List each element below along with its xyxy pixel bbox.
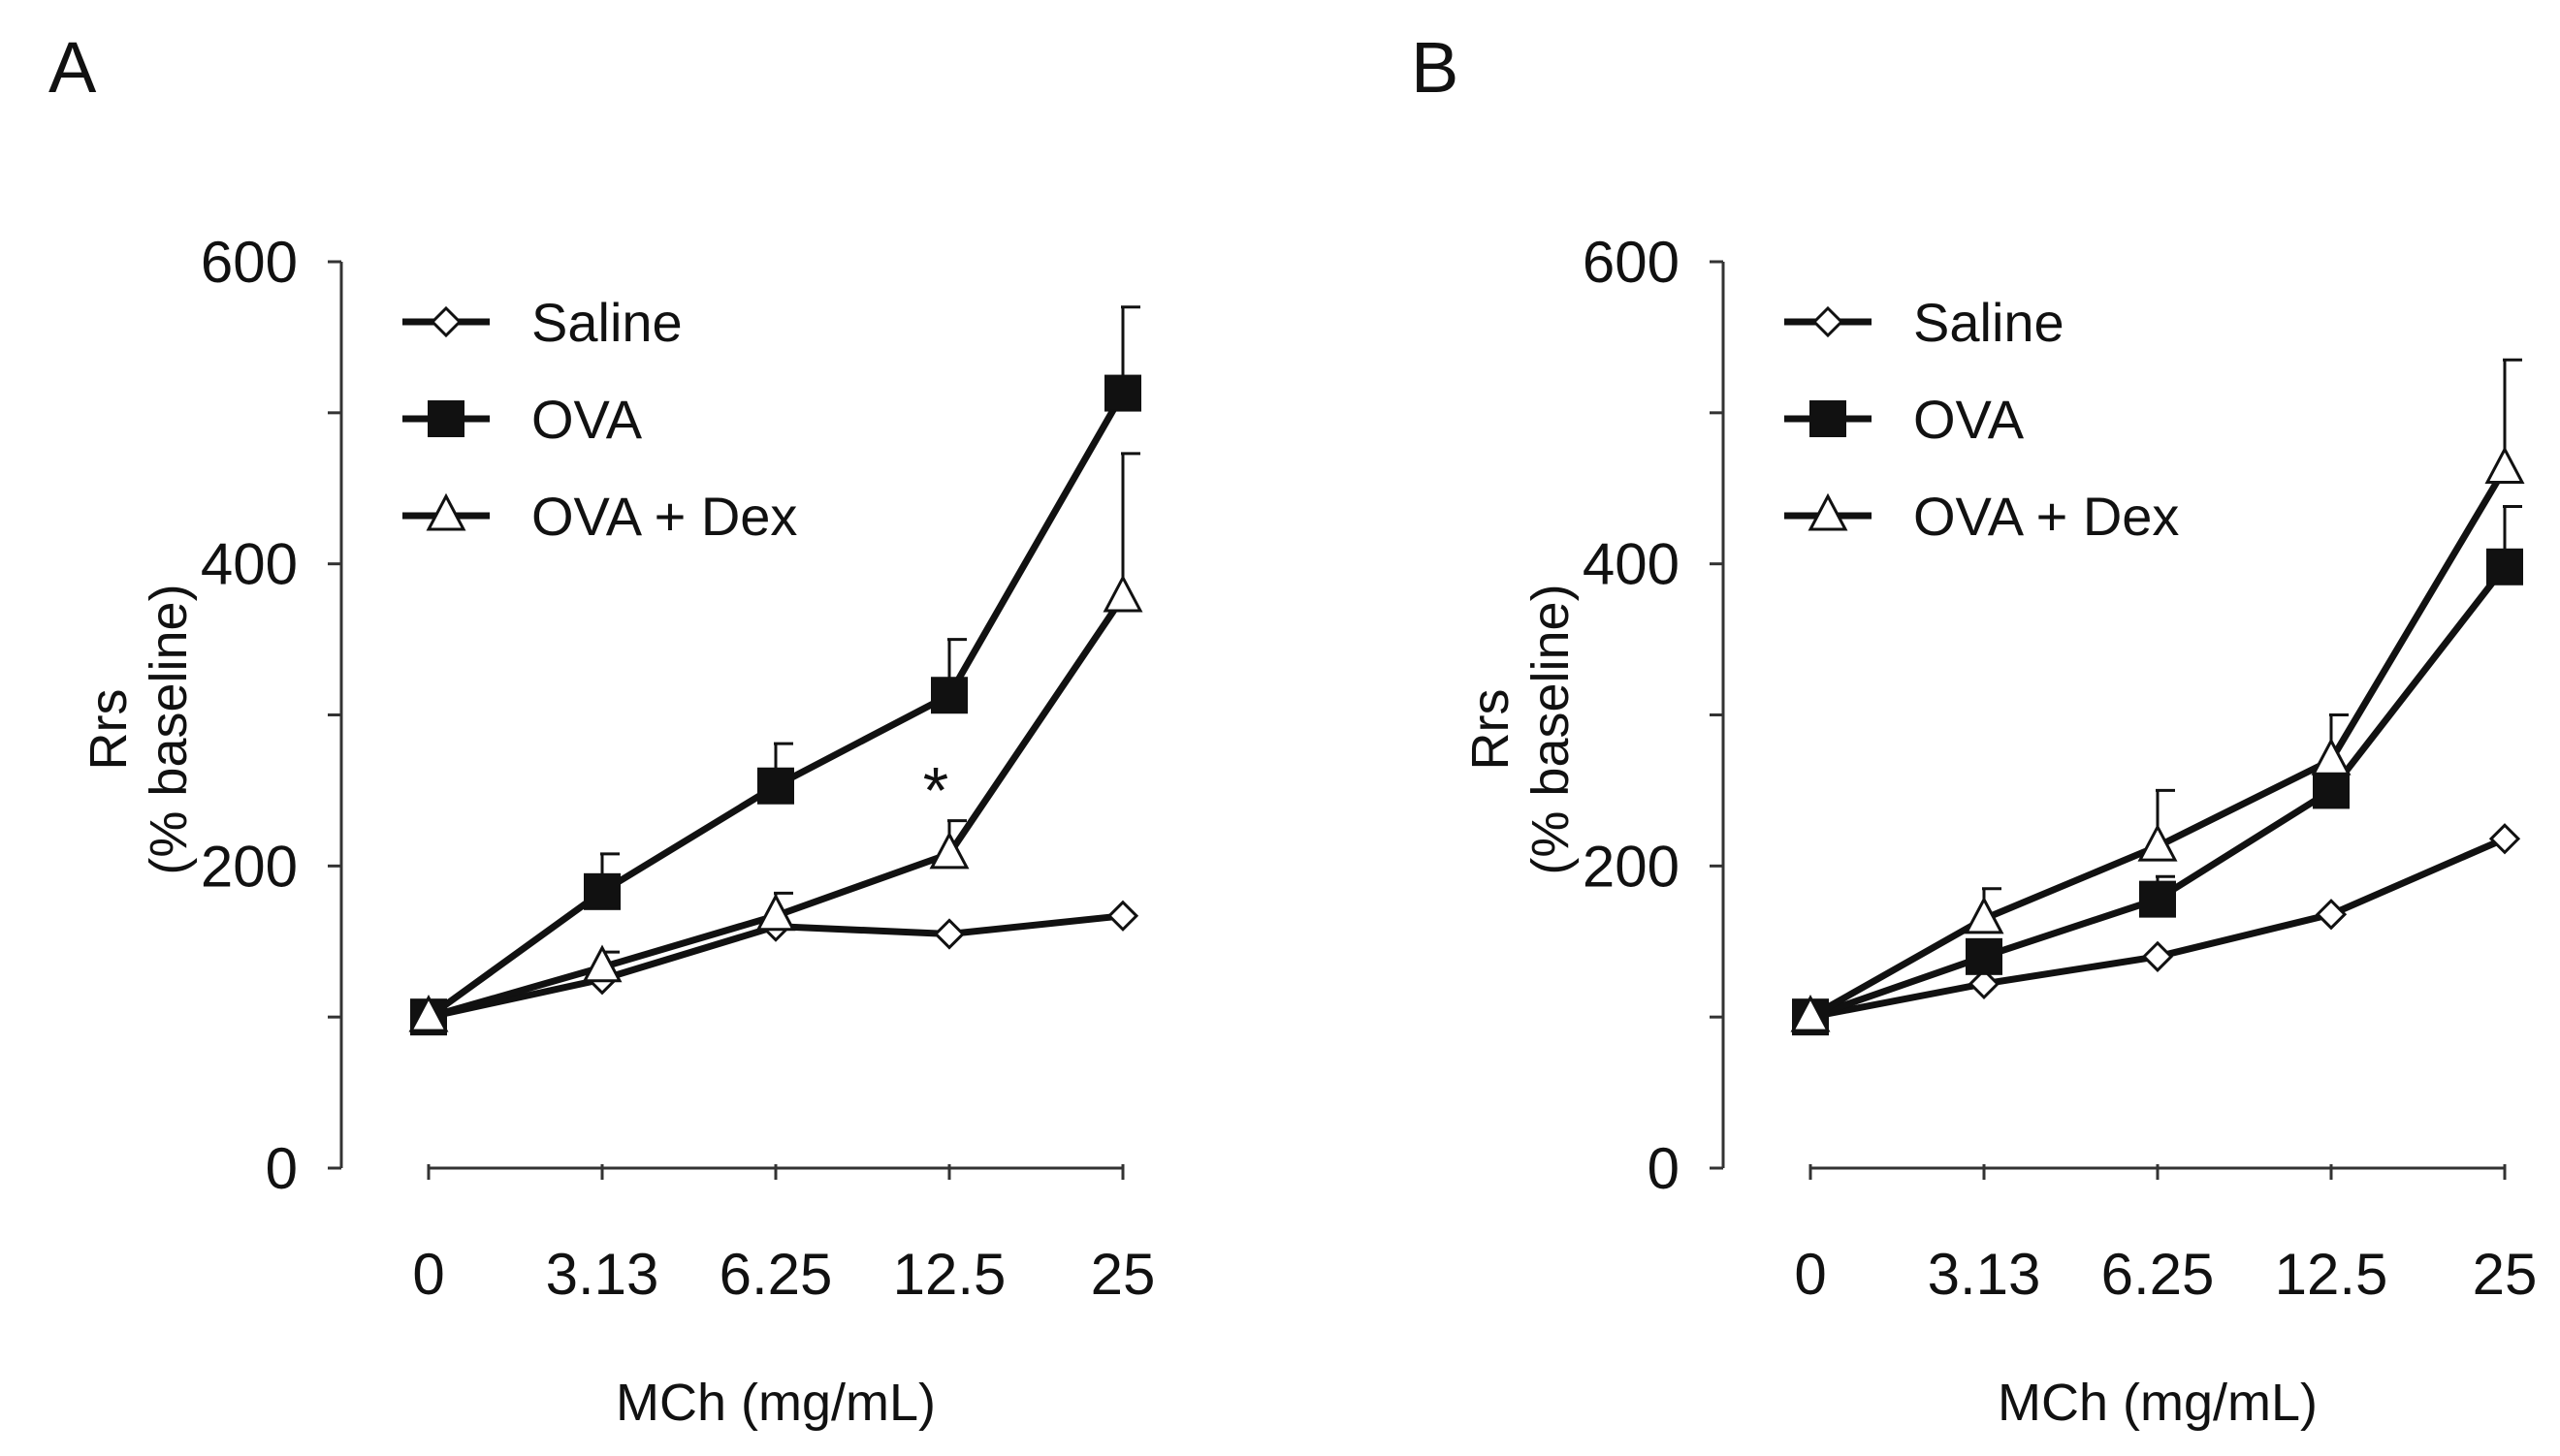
legend-label-ova-dex: OVA + Dex <box>1913 486 2179 547</box>
x-axis-label: MCh (mg/mL) <box>616 1374 936 1432</box>
point-ova-dex <box>1964 896 2004 934</box>
y-tick-label: 600 <box>1583 230 1680 295</box>
y-axis-sublabel: (% baseline) <box>140 584 198 874</box>
x-tick-label: 25 <box>1091 1242 1156 1307</box>
point-ova <box>1966 937 2002 975</box>
y-tick-label: 400 <box>201 532 298 597</box>
point-ova-dex <box>755 893 796 932</box>
y-tick-label: 0 <box>266 1136 298 1201</box>
y-axis-label: Rrs <box>80 689 138 771</box>
panel-a-letter: A <box>48 27 97 108</box>
series-line-ova-dex <box>428 594 1126 1021</box>
legend-label-saline: Saline <box>1913 292 2064 353</box>
panel-b-letter: B <box>1411 27 1458 108</box>
legend-marker-ova-dex <box>426 492 466 531</box>
x-tick-label: 0 <box>1794 1242 1826 1307</box>
point-ova-dex <box>1103 574 1143 613</box>
legend-label-ova: OVA <box>531 389 643 450</box>
significance-asterisk: * <box>923 754 948 828</box>
point-ova <box>2486 548 2523 586</box>
point-saline <box>1968 967 2000 1000</box>
legend-label-ova: OVA <box>1913 389 2025 450</box>
x-tick-label: 6.25 <box>2101 1242 2215 1307</box>
error-bar-ova-dex <box>1121 452 1140 597</box>
point-saline <box>1106 900 1139 932</box>
x-tick-label: 25 <box>2473 1242 2538 1307</box>
point-ova <box>1104 374 1141 412</box>
point-ova-dex <box>408 994 449 1032</box>
y-tick-label: 0 <box>1648 1136 1680 1201</box>
legend-marker-ova <box>428 400 464 437</box>
y-axis-label: Rrs <box>1461 689 1520 771</box>
y-tick-label: 400 <box>1583 532 1680 597</box>
point-ova-dex <box>1790 994 1831 1032</box>
y-tick-label: 200 <box>201 834 298 899</box>
legend-marker-saline <box>430 305 463 338</box>
legend-marker-saline <box>1811 305 1844 338</box>
y-axis-sublabel: (% baseline) <box>1521 584 1580 874</box>
point-saline <box>2315 899 2348 931</box>
legend-marker-ova-dex <box>1808 492 1848 531</box>
point-ova <box>2313 772 2350 809</box>
x-tick-label: 3.13 <box>546 1242 659 1307</box>
x-tick-label: 0 <box>412 1242 444 1307</box>
panel-b: B 0 200 400 600 0 3.13 6.25 12.5 25 MCh (mg/mL) Rrs… <box>1411 27 2537 1432</box>
point-ova-dex <box>929 831 970 870</box>
point-ova-dex <box>2311 738 2352 775</box>
x-tick-label: 3.13 <box>1928 1242 2041 1307</box>
point-ova <box>931 677 968 714</box>
point-ova-dex <box>2484 446 2525 484</box>
point-ova-dex <box>582 944 623 983</box>
point-ova <box>2139 880 2176 918</box>
series-line-ova-dex <box>1808 466 2509 1021</box>
point-ova <box>584 872 621 910</box>
y-tick-label: 200 <box>1583 834 1680 899</box>
x-tick-label: 12.5 <box>893 1242 1007 1307</box>
y-tick-label: 600 <box>201 230 298 295</box>
x-tick-label: 12.5 <box>2275 1242 2388 1307</box>
series-line-saline <box>1809 836 2507 1021</box>
point-ova <box>757 767 794 805</box>
point-saline <box>2488 823 2521 855</box>
point-ova-dex <box>2137 823 2178 862</box>
panel-a: A 0 200 400 600 0 3.13 6.25 12.5 25 MCh (mg/mL) Rrs… <box>48 27 1155 1432</box>
point-saline <box>933 918 966 950</box>
point-saline <box>2141 940 2174 972</box>
x-tick-label: 6.25 <box>720 1242 833 1307</box>
legend-marker-ova <box>1809 400 1846 437</box>
legend-label-saline: Saline <box>531 292 683 353</box>
legend-label-ova-dex: OVA + Dex <box>531 486 797 547</box>
x-axis-label: MCh (mg/mL) <box>1998 1374 2318 1432</box>
